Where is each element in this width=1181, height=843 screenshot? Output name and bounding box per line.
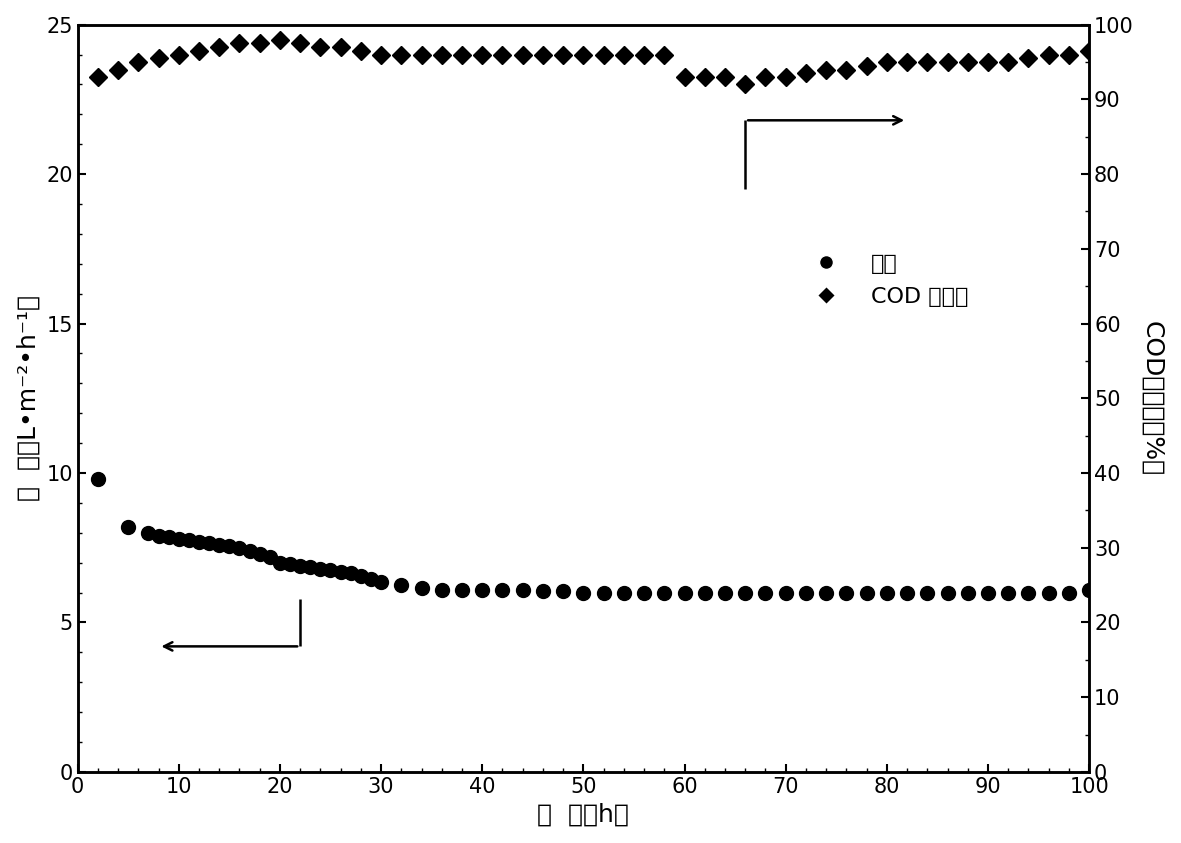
Legend: 通量, COD 去除率: 通量, COD 去除率 — [795, 245, 977, 316]
Y-axis label: COD去除率（%）: COD去除率（%） — [1141, 320, 1164, 475]
X-axis label: 时  间（h）: 时 间（h） — [537, 803, 629, 826]
Y-axis label: 通  量（L•m⁻²•h⁻¹）: 通 量（L•m⁻²•h⁻¹） — [17, 295, 40, 502]
